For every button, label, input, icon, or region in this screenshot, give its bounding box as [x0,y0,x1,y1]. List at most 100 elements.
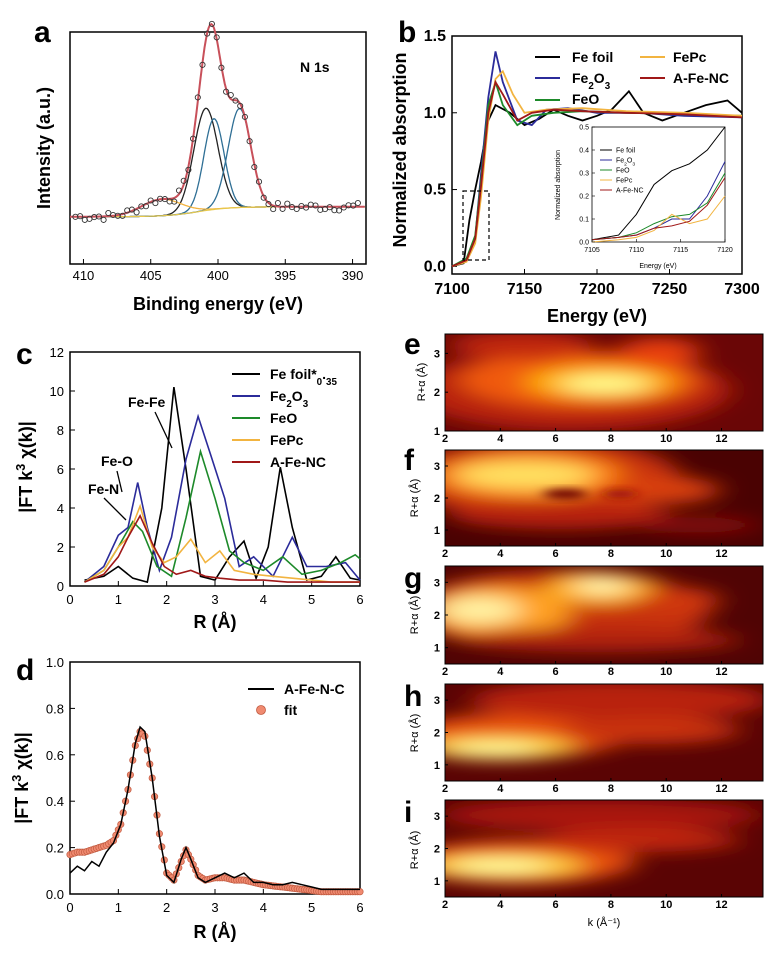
annotation-fe-fe: Fe-Fe [128,394,166,410]
c-legend-label-fepc: FePc [270,432,304,448]
e-ytick-label: 1 [434,426,440,438]
inset-ytick-label: 0.2 [579,194,589,201]
d-xtick-label: 4 [260,900,267,915]
panel-letter-h: h [404,680,422,713]
legend-label-afenc: A-Fe-NC [673,70,729,86]
a-data-point [270,206,277,213]
a-xtick-label: 405 [140,268,162,283]
b-ytick-label: 1.0 [424,105,446,122]
c-ytick-label: 4 [57,501,64,516]
e-xtick-label: 12 [715,433,727,445]
a-data-point [354,199,361,207]
annotation-fe-n: Fe-N [88,481,119,497]
panel-c-ylabel: |FT k3 χ(k)| [14,421,36,512]
e-xtick-label: 6 [553,433,559,445]
panel-g-ylabel: R+α (Å) [408,596,421,634]
f-xtick-label: 12 [715,548,727,560]
b-xtick-label: 7100 [434,281,470,298]
panel-i-ylabel: R+α (Å) [408,831,421,869]
legend-label-fit: fit [284,702,298,718]
panel-d-ylabel: |FT k3 χ(k)| [10,732,32,823]
a-data-point [138,203,145,210]
a-xtick-label: 410 [73,268,95,283]
panel-b-legend: Fe foil FePc Fe2O3 A-Fe-NC FeO [535,49,729,107]
c-xtick-label: 1 [115,592,122,607]
inset-ytick-label: 0.0 [579,240,589,247]
i-ytick-label: 1 [434,876,440,888]
panel-b-zoom-box [462,190,490,261]
a-data-point [152,200,159,207]
d-ytick-label: 0.2 [46,841,64,856]
e-xtick-label: 8 [608,433,614,445]
a-data-point [331,207,338,214]
c-xtick-label: 5 [308,592,315,607]
a-data-point [265,201,272,208]
inset-legend-label-feo: FeO [616,168,630,175]
inset-xtick-label: 7105 [584,247,600,254]
a-data-point [185,166,192,173]
h-xtick-label: 6 [553,783,559,795]
g-xtick-label: 4 [497,666,504,678]
c-xtick-label: 4 [260,592,267,607]
panel-a-xlabel: Binding energy (eV) [133,294,303,314]
e-xtick-label: 4 [497,433,504,445]
a-data-point [175,187,183,194]
annotation-arrow-fe-o [116,470,123,493]
c-ytick-label: 10 [50,384,64,399]
legend-label-feo: FeO [572,91,599,107]
f-ytick-label: 2 [434,493,440,505]
c-series-fe-foil-0-35 [84,386,361,584]
a-data-point [171,198,178,205]
c-series-fe2o3 [83,413,361,583]
inset-ytick-label: 0.3 [579,171,589,178]
a-data-point [251,163,258,171]
legend-label-fepc: FePc [673,49,707,65]
c-legend-label-feo: FeO [270,410,297,426]
a-data-point [246,138,253,145]
d-ytick-label: 1.0 [46,655,64,670]
c-xtick-label: 6 [356,592,363,607]
c-ytick-label: 2 [57,540,64,555]
c-legend-label-fe-foil-0-35: Fe foil*0.35 [270,366,337,388]
inset-xtick-label: 7115 [673,247,688,254]
i-xtick-label: 2 [442,899,448,911]
h-xtick-label: 12 [715,783,727,795]
panel-a-plot-area [70,20,365,223]
panel-d-ticks: 0 1 2 3 4 5 6 0.0 0.2 0.4 0.6 0.8 1.0 [46,655,364,915]
panel-c-plot-area [83,386,361,584]
inset-plot-area [591,126,726,243]
panel-d-fitting: d 0 1 2 3 4 5 6 0.0 0.2 0.4 0.6 0.8 1.0 R (Å) |FT k3… [10,654,364,942]
a-data-point [279,205,286,212]
d-xtick-label: 1 [115,900,122,915]
b-ytick-label: 0.0 [424,258,446,275]
a-data-point [119,212,126,219]
panel-a-xps: a N 1s 410 405 400 395 390 Binding energy (e… [34,16,367,314]
a-data-point [114,212,121,219]
a-xtick-label: 400 [207,268,229,283]
a-component-2 [70,117,365,218]
panel-b-xanes: b 7100 7150 7200 7250 7300 0.0 0.5 1.0 1.5 Energ… [390,16,760,326]
a-data-point [345,202,352,209]
panel-e-heatmap [445,334,763,431]
i-ytick-label: 3 [434,811,440,823]
d-ytick-label: 0.4 [46,794,64,809]
panel-letter-c: c [16,338,33,371]
a-data-point [232,97,239,104]
e-xtick-label: 10 [660,433,672,445]
a-data-point [223,88,230,95]
d-ytick-label: 0.8 [46,701,64,716]
legend-label-fe-foil: Fe foil [572,49,613,65]
a-data-point [72,213,79,220]
b-xtick-label: 7300 [724,281,760,298]
f-ytick-label: 1 [434,525,440,537]
a-xtick-label: 390 [342,268,364,283]
e-xtick-label: 2 [442,433,448,445]
panel-letter-g: g [404,562,422,595]
